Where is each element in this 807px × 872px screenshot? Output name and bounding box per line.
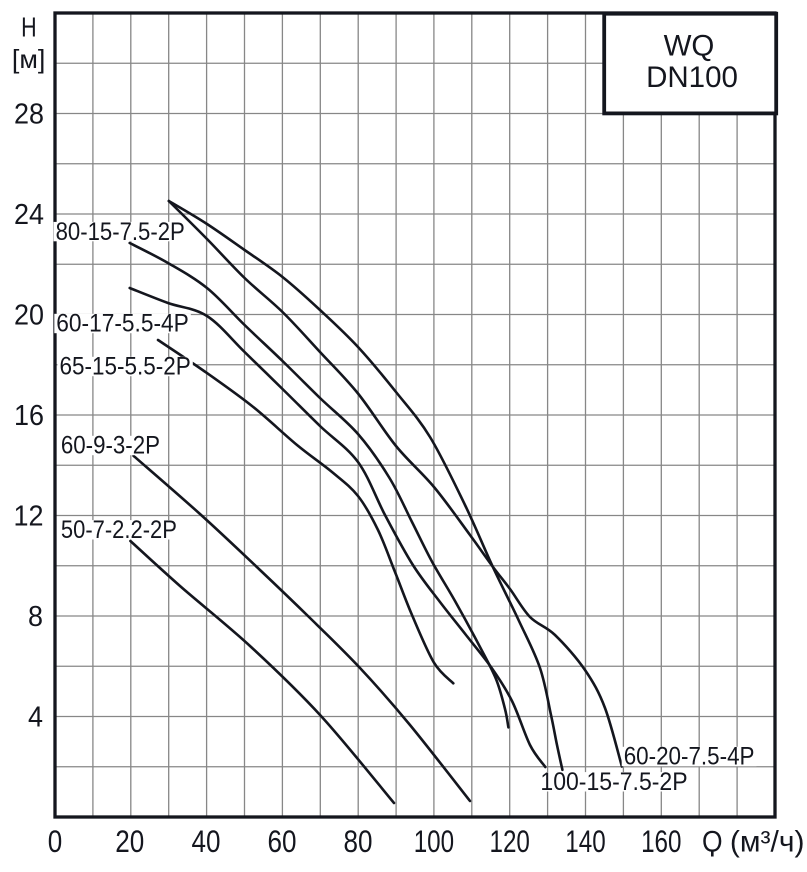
svg-text:24: 24 [14,199,44,231]
svg-text:80-15-7.5-2P: 80-15-7.5-2P [56,218,185,246]
svg-text:160: 160 [641,823,681,859]
svg-text:40: 40 [192,823,221,859]
svg-text:H: H [21,12,37,43]
svg-text:20: 20 [115,823,144,859]
svg-text:60-9-3-2P: 60-9-3-2P [61,432,160,460]
svg-text:16: 16 [14,400,44,432]
svg-text:50-7-2.2-2P: 50-7-2.2-2P [61,516,177,544]
svg-text:0: 0 [48,823,63,859]
svg-text:8: 8 [28,601,43,633]
svg-text:[м]: [м] [12,44,46,74]
svg-text:60-17-5.5-4P: 60-17-5.5-4P [56,310,189,338]
svg-text:100: 100 [414,823,454,859]
svg-text:80: 80 [344,823,373,859]
svg-text:4: 4 [28,702,43,734]
svg-text:20: 20 [14,300,44,332]
svg-text:O: O [702,825,723,858]
svg-text:120: 120 [490,823,530,859]
svg-text:12: 12 [14,501,44,533]
svg-text:WQ: WQ [664,30,715,63]
svg-text:65-15-5.5-2P: 65-15-5.5-2P [60,353,191,381]
svg-text:28: 28 [14,99,44,131]
svg-text:140: 140 [565,823,605,859]
svg-text:DN100: DN100 [646,61,738,94]
svg-text:(м³/ч): (м³/ч) [730,825,805,858]
svg-text:60-20-7.5-4P: 60-20-7.5-4P [624,743,755,771]
svg-text:100-15-7.5-2P: 100-15-7.5-2P [540,768,687,796]
svg-text:60: 60 [268,823,297,859]
